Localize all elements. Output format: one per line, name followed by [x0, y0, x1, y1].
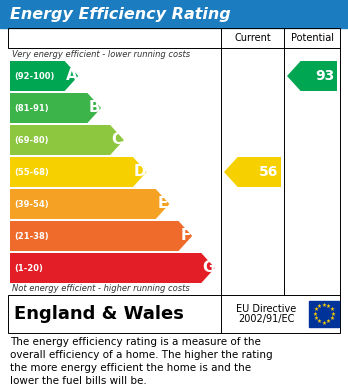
Text: ★: ★: [326, 319, 331, 324]
Text: overall efficiency of a home. The higher the rating: overall efficiency of a home. The higher…: [10, 350, 272, 360]
Text: (39-54): (39-54): [14, 199, 49, 208]
Text: Potential: Potential: [291, 33, 333, 43]
Text: ★: ★: [317, 319, 322, 324]
Text: (92-100): (92-100): [14, 72, 54, 81]
Text: Very energy efficient - lower running costs: Very energy efficient - lower running co…: [12, 50, 190, 59]
Text: Energy Efficiency Rating: Energy Efficiency Rating: [10, 7, 231, 22]
Text: the more energy efficient the home is and the: the more energy efficient the home is an…: [10, 363, 251, 373]
Polygon shape: [10, 157, 147, 187]
Bar: [309, 301, 339, 327]
Text: E: E: [157, 197, 168, 212]
Text: ★: ★: [331, 312, 335, 316]
Text: ★: ★: [317, 304, 322, 309]
Text: 2002/91/EC: 2002/91/EC: [238, 314, 295, 324]
Text: B: B: [88, 100, 100, 115]
Bar: [8, 295, 340, 333]
Text: Current: Current: [234, 33, 271, 43]
Text: ★: ★: [326, 304, 331, 309]
Text: ★: ★: [322, 321, 326, 325]
Polygon shape: [10, 93, 101, 123]
Text: G: G: [202, 260, 214, 276]
Text: A: A: [66, 68, 77, 84]
Text: ★: ★: [329, 316, 334, 321]
Polygon shape: [10, 125, 124, 155]
Bar: [8, 28, 340, 48]
Text: (81-91): (81-91): [14, 104, 49, 113]
Text: ★: ★: [314, 316, 319, 321]
Bar: [0, 0, 348, 28]
Text: 93: 93: [315, 69, 334, 83]
Text: Not energy efficient - higher running costs: Not energy efficient - higher running co…: [12, 284, 190, 293]
Text: 56: 56: [259, 165, 278, 179]
Text: (21-38): (21-38): [14, 231, 49, 240]
Text: ★: ★: [314, 307, 319, 312]
Text: (69-80): (69-80): [14, 136, 48, 145]
Text: D: D: [134, 165, 146, 179]
Text: (1-20): (1-20): [14, 264, 43, 273]
Text: ★: ★: [322, 303, 326, 307]
Text: C: C: [111, 133, 122, 147]
Polygon shape: [10, 61, 78, 91]
Text: EU Directive: EU Directive: [236, 304, 296, 314]
Text: ★: ★: [329, 307, 334, 312]
Text: England & Wales: England & Wales: [14, 305, 184, 323]
Polygon shape: [10, 189, 169, 219]
Text: ★: ★: [313, 312, 317, 316]
Text: F: F: [180, 228, 190, 244]
Text: The energy efficiency rating is a measure of the: The energy efficiency rating is a measur…: [10, 337, 261, 347]
Polygon shape: [10, 253, 215, 283]
Polygon shape: [287, 61, 337, 91]
Polygon shape: [10, 221, 192, 251]
Polygon shape: [224, 157, 281, 187]
Text: lower the fuel bills will be.: lower the fuel bills will be.: [10, 376, 147, 386]
Text: (55-68): (55-68): [14, 167, 49, 176]
